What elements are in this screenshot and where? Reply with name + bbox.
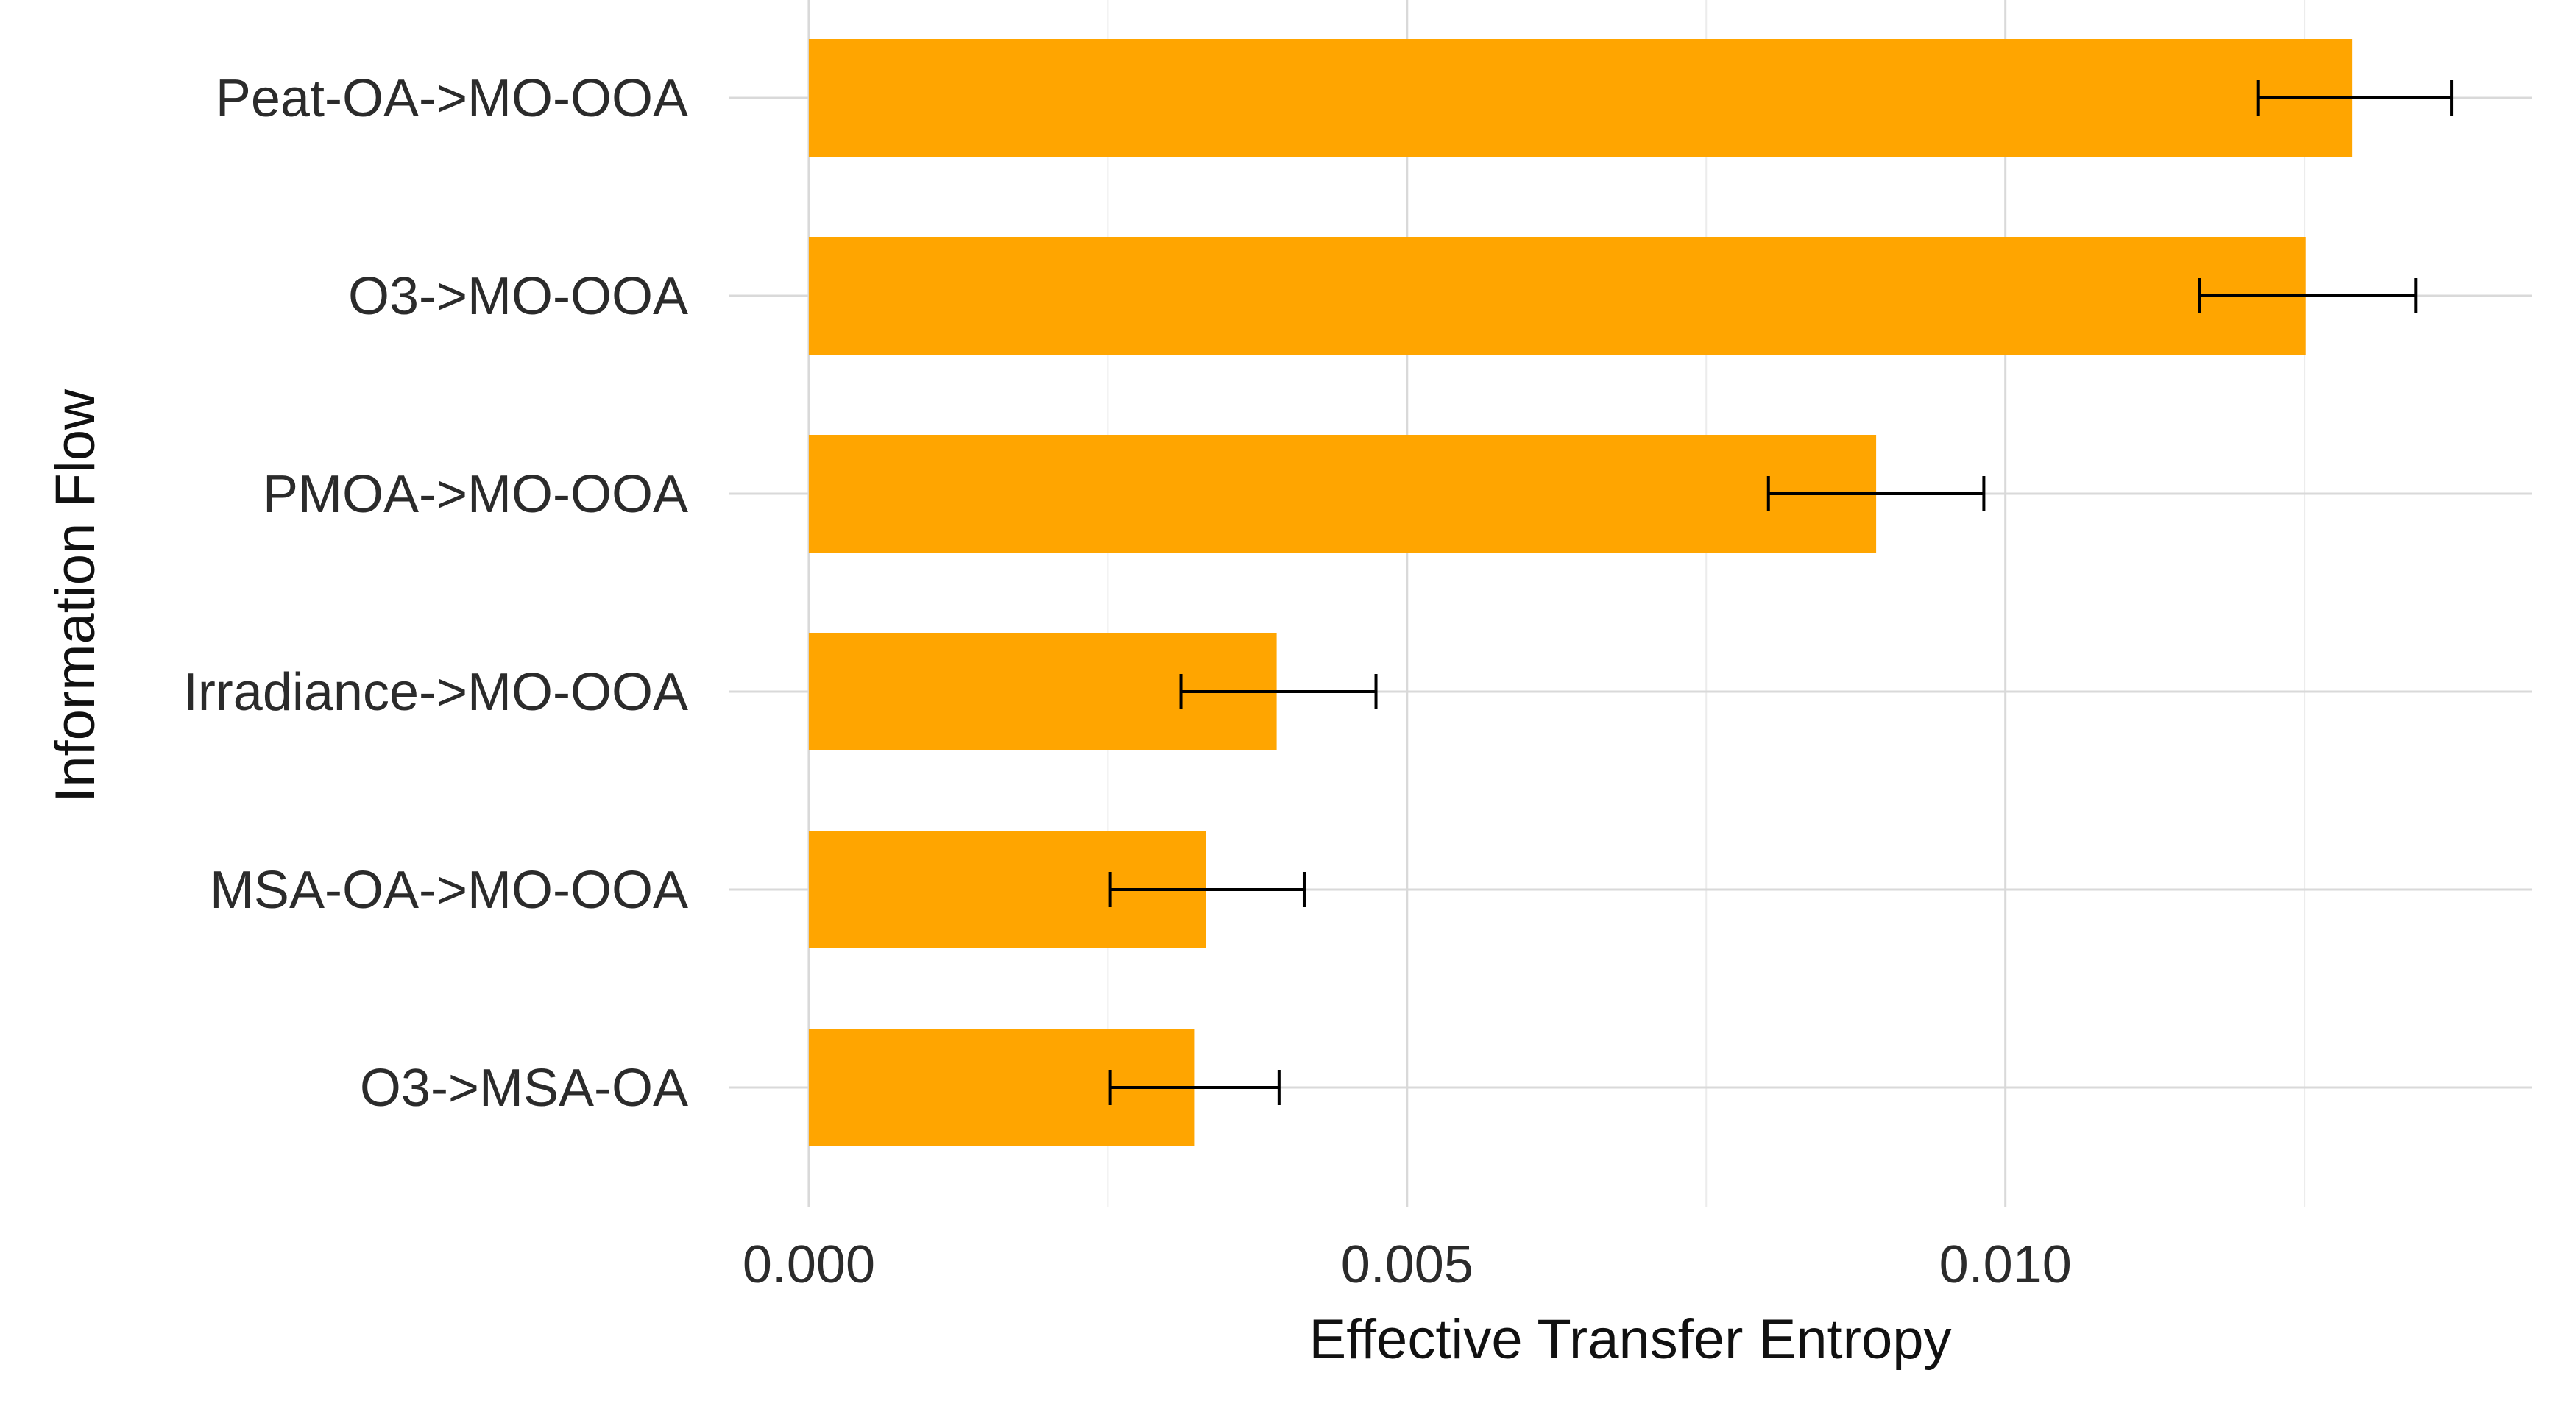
bar [808,39,2353,157]
y-axis-title: Information Flow [44,388,107,803]
x-tick-label: 0.000 [743,1235,875,1294]
error-bars [1108,80,2454,1105]
x-tick-label: 0.010 [1939,1235,2072,1294]
y-tick-labels: Peat-OA->MO-OOA O3->MO-OOA PMOA->MO-OOA Irr… [183,69,688,1118]
bars [808,39,2353,1146]
y-tick-label: O3->MO-OOA [348,267,688,326]
y-tick-label: O3->MSA-OA [360,1059,688,1118]
bar [808,435,1877,553]
x-tick-label: 0.005 [1341,1235,1473,1294]
x-tick-labels: 0.000 0.005 0.010 [743,1235,2072,1294]
y-tick-label: Peat-OA->MO-OOA [216,69,688,128]
bar [808,237,2306,355]
x-axis-title: Effective Transfer Entropy [1309,1308,1952,1371]
y-tick-label: MSA-OA->MO-OOA [210,861,688,920]
y-tick-label: Irradiance->MO-OOA [183,663,688,722]
y-tick-label: PMOA->MO-OOA [263,465,688,524]
